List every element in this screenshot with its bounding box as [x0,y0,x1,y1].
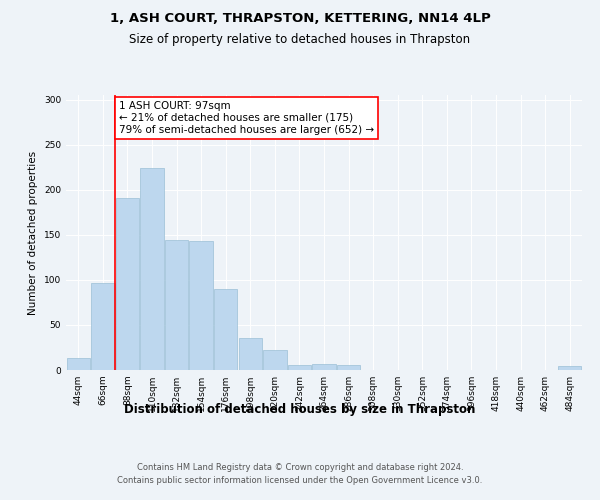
Y-axis label: Number of detached properties: Number of detached properties [28,150,38,314]
Text: Contains HM Land Registry data © Crown copyright and database right 2024.: Contains HM Land Registry data © Crown c… [137,462,463,471]
Bar [190,241,213,370]
Bar [288,366,311,370]
Bar [558,366,581,370]
Bar [91,282,115,370]
Bar [337,364,360,370]
Text: Contains public sector information licensed under the Open Government Licence v3: Contains public sector information licen… [118,476,482,485]
Bar [214,289,238,370]
Bar [116,198,139,370]
Text: 1, ASH COURT, THRAPSTON, KETTERING, NN14 4LP: 1, ASH COURT, THRAPSTON, KETTERING, NN14… [110,12,490,26]
Bar [263,350,287,370]
Bar [67,358,90,370]
Text: 1 ASH COURT: 97sqm
← 21% of detached houses are smaller (175)
79% of semi-detach: 1 ASH COURT: 97sqm ← 21% of detached hou… [119,102,374,134]
Bar [140,168,164,370]
Bar [239,338,262,370]
Text: Size of property relative to detached houses in Thrapston: Size of property relative to detached ho… [130,32,470,46]
Bar [313,364,335,370]
Text: Distribution of detached houses by size in Thrapston: Distribution of detached houses by size … [124,402,476,415]
Bar [165,240,188,370]
